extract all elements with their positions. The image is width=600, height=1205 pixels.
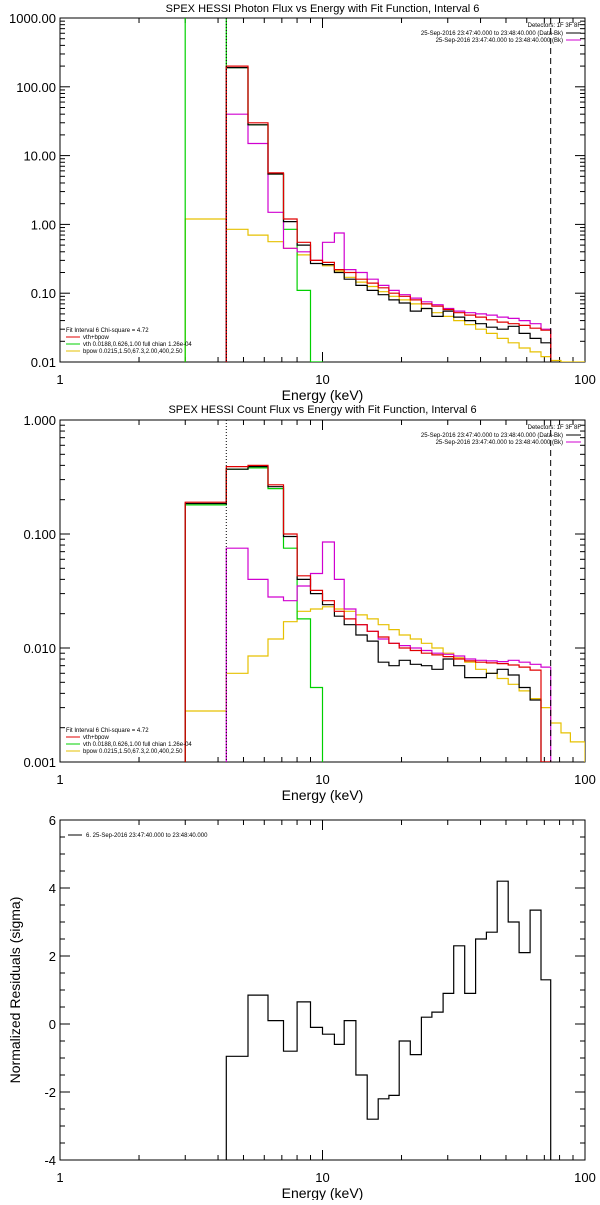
x-axis-label: Energy (keV) — [282, 387, 364, 403]
series-line-5 — [225, 541, 552, 762]
left-legend-entry: vth+bpow — [83, 335, 110, 341]
x-tick-label: 1 — [56, 372, 63, 387]
x-tick-label: 1 — [56, 1170, 63, 1185]
series-line-1 — [225, 880, 552, 1160]
x-axis-label: Energy (keV) — [282, 787, 364, 803]
y-tick-label: -2 — [44, 1085, 56, 1100]
series-line-1 — [225, 67, 552, 362]
series-line-3 — [184, 18, 324, 362]
y-tick-label: 100.00 — [16, 80, 56, 95]
right-legend-entry: 25-Sep-2016 23:47:40.000 to 23:48:40.000… — [421, 433, 563, 439]
y-axis-label: Normalized Residuals (sigma) — [7, 897, 23, 1084]
x-tick-label: 10 — [315, 772, 329, 787]
right-legend-entry: 25-Sep-2016 23:47:40.000 to 23:48:40.000… — [436, 38, 563, 44]
right-legend-entry: 25-Sep-2016 23:47:40.000 to 23:48:40.000… — [436, 440, 563, 446]
series-line-2 — [225, 65, 552, 362]
plot-frame — [59, 17, 586, 363]
x-tick-label: 100 — [574, 772, 596, 787]
series-line-1 — [184, 466, 552, 762]
plot-frame — [59, 819, 586, 1161]
y-tick-label: 10.00 — [23, 149, 56, 164]
chart-title: SPEX HESSI Photon Flux vs Energy with Fi… — [166, 3, 480, 15]
y-tick-label: 0.100 — [23, 527, 56, 542]
left-legend-entry: Fit Interval 6 Chi-square = 4.72 — [66, 328, 149, 334]
x-axis-label: Energy (keV) — [282, 1185, 364, 1200]
x-tick-label: 10 — [315, 1170, 329, 1185]
y-tick-label: 4 — [49, 881, 56, 896]
left-legend-entry: vth 0.0188,0.626,1.00 full chian 1.26e-0… — [83, 342, 192, 348]
y-tick-label: 1.000 — [23, 413, 56, 428]
chart-panel-3: 1 10 100 Energy (keV) -4 -2 0 2 4 6 Normalized Res… — [7, 813, 596, 1201]
chart-title: SPEX HESSI Count Flux vs Energy with Fit… — [168, 404, 476, 416]
right-legend-entry: 25-Sep-2016 23:47:40.000 to 23:48:40.000… — [421, 31, 563, 37]
detectors-label: Detectors: 1F 3F 8F — [528, 23, 582, 29]
x-tick-label: 100 — [574, 372, 596, 387]
series-line-4 — [184, 606, 585, 762]
y-tick-label: 0.01 — [31, 355, 56, 370]
left-legend-entry: vth 0.0188,0.626,1.00 full chian 1.26e-0… — [83, 742, 192, 748]
legend-entry: 6. 25-Sep-2016 23:47:40.000 to 23:48:40.… — [86, 833, 208, 839]
plot-area — [184, 464, 585, 762]
y-tick-label: 0.010 — [23, 641, 56, 656]
left-legend-entry: bpow 0.0215,1.50,67.3,2.00,400,2.50 — [83, 349, 183, 355]
chart-panel-1: SPEX HESSI Photon Flux vs Energy with Fi… — [9, 3, 596, 403]
x-tick-label: 100 — [574, 1170, 596, 1185]
y-tick-label: 6 — [49, 813, 56, 828]
x-tick-label: 10 — [315, 372, 329, 387]
y-tick-label: 0.10 — [31, 286, 56, 301]
detectors-label: Detectors: 1F 3F 8F — [528, 425, 582, 431]
plot-area — [184, 18, 585, 362]
chart-panel-2: SPEX HESSI Count Flux vs Energy with Fit… — [23, 404, 595, 803]
left-legend-entry: vth+bpow — [83, 735, 110, 741]
series-line-4 — [184, 218, 585, 362]
plot-area — [225, 880, 552, 1160]
y-tick-label: 1000.00 — [9, 11, 56, 26]
y-tick-label: 1.00 — [31, 217, 56, 232]
series-line-3 — [184, 467, 324, 762]
series-line-2 — [184, 464, 552, 762]
y-tick-label: 2 — [49, 949, 56, 964]
left-legend-entry: Fit Interval 6 Chi-square = 4.72 — [66, 728, 149, 734]
x-tick-label: 1 — [56, 772, 63, 787]
left-legend-entry: bpow 0.0215,1.50,67.3,2.00,400,2.50 — [83, 749, 183, 755]
y-tick-label: -4 — [44, 1153, 56, 1168]
y-tick-label: 0 — [49, 1017, 56, 1032]
series-line-5 — [225, 113, 552, 362]
y-tick-label: 0.001 — [23, 755, 56, 770]
